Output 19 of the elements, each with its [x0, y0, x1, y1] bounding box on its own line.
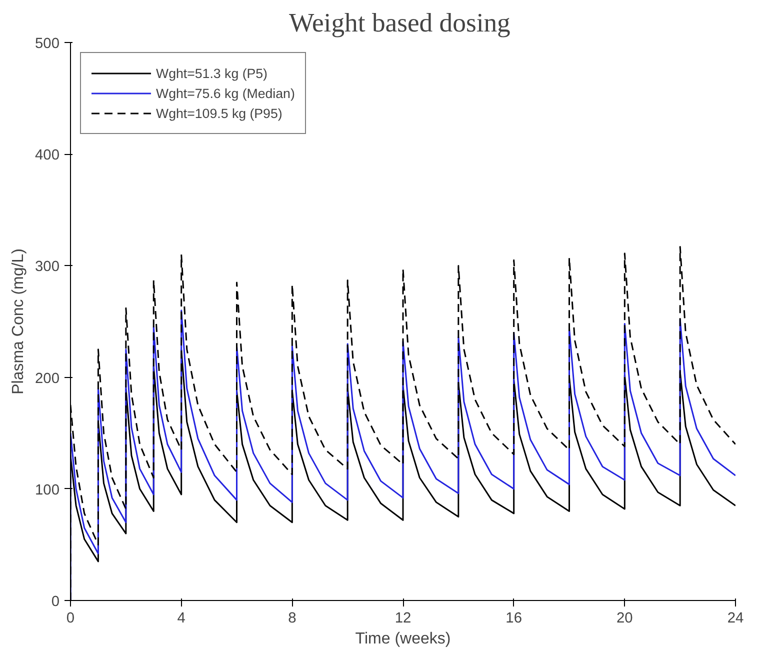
legend-label: Wght=75.6 kg (Median) [156, 86, 295, 100]
y-tick-label: 500 [35, 36, 60, 52]
y-tick-label: 300 [35, 259, 60, 276]
x-tick-label: 20 [616, 610, 633, 626]
x-axis-title: Time (weeks) [355, 630, 451, 648]
y-tick-label: 400 [35, 148, 60, 164]
y-tick-label: 200 [35, 370, 60, 387]
x-tick-label: 4 [177, 610, 186, 626]
x-tick-label: 12 [394, 610, 412, 626]
legend-label: Wght=51.3 kg (P5) [156, 66, 268, 80]
y-tick-label: 100 [35, 482, 60, 498]
x-tick-label: 16 [506, 610, 522, 626]
x-tick-label: 8 [288, 610, 296, 626]
x-tick-label: 0 [66, 610, 75, 626]
x-tick-label: 24 [727, 610, 744, 626]
legend-label: Wght=109.5 kg (P95) [156, 106, 282, 120]
y-axis-title: Plasma Conc (mg/L) [10, 248, 28, 394]
chart-title: Weight based dosing [288, 8, 510, 38]
y-tick-label: 0 [51, 594, 60, 610]
